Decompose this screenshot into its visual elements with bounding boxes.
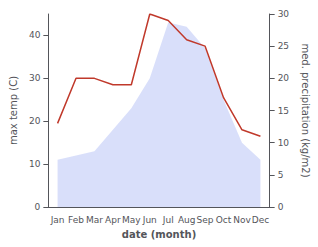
svg-text:Mar: Mar: [86, 215, 103, 225]
svg-text:Nov: Nov: [233, 215, 251, 225]
svg-text:20: 20: [29, 116, 41, 126]
svg-text:Jan: Jan: [50, 215, 65, 225]
svg-text:Dec: Dec: [252, 215, 269, 225]
svg-text:Aug: Aug: [178, 215, 196, 225]
svg-text:20: 20: [278, 73, 290, 83]
svg-text:10: 10: [278, 138, 290, 148]
svg-text:40: 40: [29, 30, 41, 40]
svg-text:Apr: Apr: [105, 215, 121, 225]
svg-text:5: 5: [278, 170, 284, 180]
svg-text:med. precipitation (kg/m2): med. precipitation (kg/m2): [300, 43, 311, 177]
svg-text:Jun: Jun: [142, 215, 157, 225]
svg-text:15: 15: [278, 106, 289, 116]
svg-text:Oct: Oct: [216, 215, 232, 225]
svg-text:30: 30: [29, 73, 41, 83]
svg-text:May: May: [122, 215, 141, 225]
svg-text:Jul: Jul: [162, 215, 174, 225]
svg-text:25: 25: [278, 41, 289, 51]
svg-text:30: 30: [278, 9, 290, 19]
svg-text:0: 0: [35, 202, 41, 212]
svg-text:Feb: Feb: [68, 215, 84, 225]
svg-text:10: 10: [29, 159, 41, 169]
svg-text:Sep: Sep: [197, 215, 214, 225]
svg-text:max temp (C): max temp (C): [8, 76, 19, 145]
svg-text:0: 0: [278, 202, 284, 212]
svg-text:date (month): date (month): [122, 229, 196, 240]
